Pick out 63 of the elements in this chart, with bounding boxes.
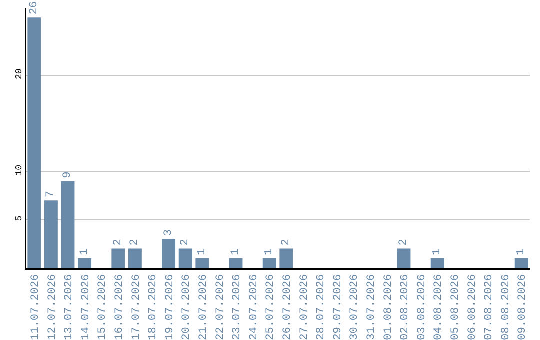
x-tick-label: 11.07.2026 [30, 274, 42, 340]
x-tick-label: 07.08.2026 [484, 274, 496, 340]
data-label: 2 [398, 239, 410, 246]
x-tick-label: 03.08.2026 [416, 274, 428, 340]
data-label: 26 [28, 1, 40, 15]
bar [178, 248, 192, 268]
x-tick-label: 16.07.2026 [114, 274, 126, 340]
bar [162, 239, 176, 268]
bar [430, 258, 444, 268]
bar [196, 258, 210, 268]
x-tick-label: 06.08.2026 [466, 274, 479, 340]
data-label: 2 [112, 239, 124, 246]
data-label: 1 [264, 248, 276, 256]
x-tick-label: 09.08.2026 [517, 274, 530, 340]
bar [78, 258, 92, 268]
data-label: 2 [129, 239, 142, 246]
data-label: 2 [180, 239, 192, 246]
y-tick-label: 20 [14, 68, 24, 80]
x-tick-label: 29.07.2026 [332, 274, 344, 340]
x-tick-label: 20.07.2026 [181, 274, 194, 340]
x-tick-label: 25.07.2026 [265, 274, 278, 340]
bar [28, 18, 42, 268]
data-label: 1 [78, 248, 91, 256]
bar [229, 258, 243, 268]
bar [112, 248, 126, 268]
y-tick-label: 5 [14, 216, 24, 222]
x-tick-label: 13.07.2026 [64, 274, 76, 340]
x-tick-label: 28.07.2026 [316, 274, 328, 340]
x-tick-label: 18.07.2026 [148, 274, 160, 340]
data-label: 1 [196, 248, 208, 256]
x-tick-label: 31.07.2026 [366, 274, 378, 340]
x-tick-label: 22.07.2026 [214, 274, 227, 340]
data-label: 9 [62, 172, 74, 178]
data-label: 1 [432, 248, 444, 256]
data-label: 7 [45, 190, 58, 198]
bar [128, 248, 142, 268]
bar [397, 248, 411, 268]
x-tick-label: 26.07.2026 [282, 274, 294, 340]
data-label: 1 [516, 248, 528, 256]
x-tick-label: 27.07.2026 [298, 274, 311, 340]
x-tick-label: 12.07.2026 [46, 274, 59, 340]
x-tick-label: 01.08.2026 [382, 274, 395, 340]
x-tick-label: 21.07.2026 [198, 274, 210, 340]
x-tick-label: 04.08.2026 [433, 274, 446, 340]
x-tick-label: 19.07.2026 [164, 274, 176, 340]
y-tick-label: 10 [14, 164, 24, 176]
bar [44, 200, 58, 268]
x-tick-label: 05.08.2026 [450, 274, 462, 340]
x-tick-label: 17.07.2026 [130, 274, 143, 340]
x-tick-label: 02.08.2026 [400, 274, 412, 340]
data-label: 3 [162, 230, 175, 236]
bar [514, 258, 528, 268]
bar [280, 248, 294, 268]
bar [61, 181, 75, 268]
x-tick-label: 14.07.2026 [80, 274, 92, 340]
x-tick-label: 30.07.2026 [349, 274, 362, 340]
x-tick-label: 24.07.2026 [248, 274, 260, 340]
x-tick-label: 23.07.2026 [232, 274, 244, 340]
data-label: 1 [230, 248, 242, 256]
bar [262, 258, 276, 268]
x-tick-label: 08.08.2026 [500, 274, 512, 340]
x-tick-label: 15.07.2026 [97, 274, 110, 340]
data-label: 2 [280, 239, 292, 246]
